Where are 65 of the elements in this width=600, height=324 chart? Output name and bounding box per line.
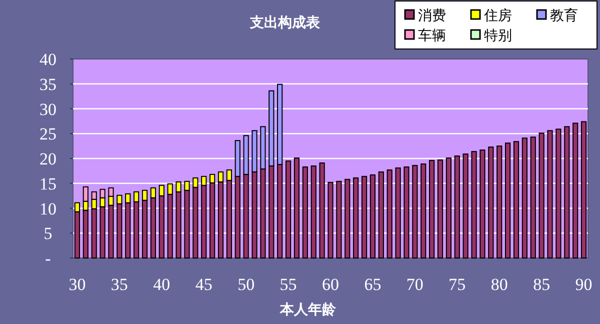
bar <box>471 151 477 258</box>
bar <box>496 146 502 258</box>
x-tick-label: 35 <box>110 275 128 294</box>
legend-label: 教育 <box>550 7 578 24</box>
x-tick-label: 50 <box>238 275 255 294</box>
bar <box>572 122 578 258</box>
bar <box>513 141 520 258</box>
bar <box>580 121 587 258</box>
y-tick-label: 40 <box>40 50 56 69</box>
legend-label: 车辆 <box>418 28 446 44</box>
x-tick-label: 75 <box>448 275 466 294</box>
x-axis-title: 本人年龄 <box>279 302 337 318</box>
bar <box>336 180 342 258</box>
bar <box>310 165 316 258</box>
bar <box>294 158 300 258</box>
bar <box>437 159 444 258</box>
bar <box>462 154 468 258</box>
x-tick-label: 60 <box>322 275 339 294</box>
bar <box>547 130 553 258</box>
y-tick-label: 25 <box>40 124 56 144</box>
y-tick-label: 10 <box>40 199 56 218</box>
x-tick-label: 90 <box>575 275 592 294</box>
bar <box>420 163 426 258</box>
y-tick-label: - <box>45 249 52 268</box>
bar <box>488 146 494 258</box>
x-tick-label: 65 <box>364 275 382 294</box>
bar <box>564 126 570 258</box>
chart-title: 支出构成表 <box>249 15 321 31</box>
x-tick-label: 45 <box>195 275 212 294</box>
bar <box>378 171 384 258</box>
y-tick-label: 35 <box>40 74 56 94</box>
bar <box>538 132 544 258</box>
bar <box>446 158 452 258</box>
bar <box>412 164 418 258</box>
x-tick-label: 80 <box>490 275 508 294</box>
y-tick-label: 15 <box>40 174 56 194</box>
x-tick-label: 85 <box>533 275 550 294</box>
bar <box>370 174 376 258</box>
bar <box>395 167 401 258</box>
y-tick-label: 20 <box>40 150 56 168</box>
bar <box>328 182 334 258</box>
bar <box>454 156 460 258</box>
y-tick-label: 5 <box>44 224 52 244</box>
legend-label: 特别 <box>484 28 512 44</box>
y-tick-label: 30 <box>40 100 56 119</box>
x-tick-label: 30 <box>68 275 86 294</box>
x-tick-label: 70 <box>406 275 424 294</box>
bar <box>556 128 562 258</box>
bar <box>522 138 528 258</box>
bar <box>353 177 359 258</box>
legend-label: 住房 <box>483 8 512 24</box>
x-tick-label: 55 <box>280 275 297 294</box>
bar <box>504 142 511 258</box>
bar <box>344 178 350 258</box>
bar <box>285 160 292 258</box>
bar <box>404 166 410 258</box>
bar <box>319 162 325 258</box>
bar <box>429 160 435 258</box>
bar <box>386 169 392 258</box>
x-tick-label: 40 <box>153 275 170 294</box>
bar <box>480 150 486 258</box>
bar <box>530 136 536 258</box>
bar <box>361 176 368 258</box>
bar <box>302 166 308 258</box>
legend-label: 消费 <box>418 8 446 24</box>
